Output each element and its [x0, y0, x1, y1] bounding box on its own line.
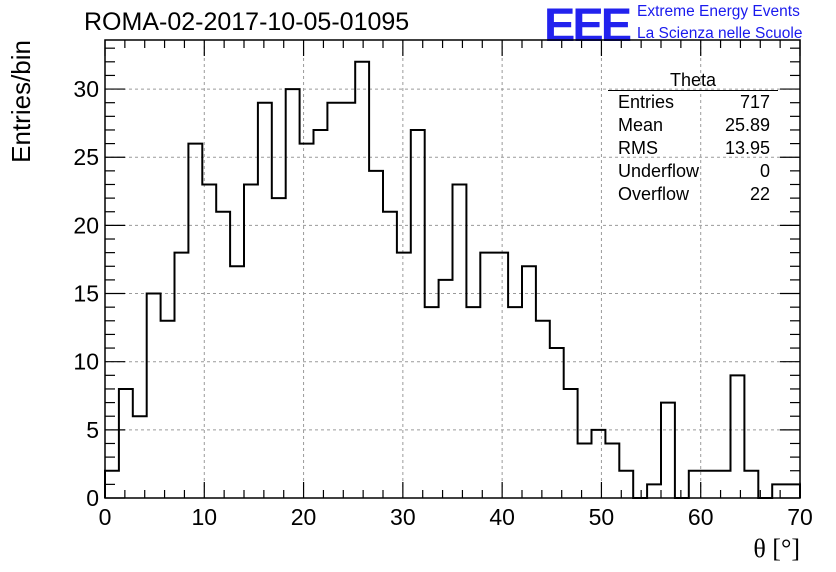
y-tick-label: 15: [73, 281, 99, 307]
stats-label: Overflow: [618, 184, 690, 204]
grid-lines: [105, 40, 800, 498]
eee-subtitle-2: La Scienza nelle Scuole: [637, 25, 803, 42]
stats-row-underflow: Underflow 0: [608, 160, 778, 183]
x-tick-label: 30: [390, 504, 416, 530]
y-axis-label: Entries/bin: [6, 40, 36, 163]
y-tick-label: 25: [73, 144, 99, 170]
stats-row-overflow: Overflow 22: [608, 183, 778, 206]
tick-labels: 0 10 20 30 40 50 60 70 0 5 10 15 20 25 30: [73, 76, 812, 530]
stats-value: 0: [759, 161, 770, 181]
stats-title: Theta: [608, 70, 778, 91]
histogram-outline: [104, 60, 801, 499]
stats-row-mean: Mean 25.89: [608, 114, 778, 137]
plot-frame: [104, 39, 801, 499]
stats-value: 13.95: [724, 138, 770, 158]
x-tick-label: 10: [191, 504, 217, 530]
y-tick-label: 0: [86, 485, 99, 511]
x-tick-label: 60: [688, 504, 714, 530]
x-tick-label: 70: [787, 504, 813, 530]
stats-value: 22: [749, 184, 770, 204]
stats-row-rms: RMS 13.95: [608, 137, 778, 160]
stats-rows: Entries 717 Mean 25.89 RMS 13.95 Underflow 0 Ove…: [608, 91, 778, 206]
x-axis-label: θ [°]: [753, 534, 800, 563]
stats-value: 717: [739, 92, 770, 112]
axis-ticks: [104, 40, 801, 499]
eee-logo: EEE: [544, 0, 632, 51]
y-tick-label: 10: [73, 349, 99, 375]
x-tick-label: 40: [489, 504, 515, 530]
y-tick-label: 30: [73, 76, 99, 102]
y-tick-label: 20: [73, 212, 99, 238]
stats-label: Underflow: [618, 161, 700, 181]
stats-row-entries: Entries 717: [608, 91, 778, 114]
eee-subtitle-1: Extreme Energy Events: [637, 3, 800, 20]
stats-value: 25.89: [724, 115, 770, 135]
stats-box: Theta Entries 717 Mean 25.89 RMS 13.95 Underfl…: [608, 70, 778, 206]
stats-label: Entries: [618, 92, 675, 112]
stats-label: RMS: [618, 138, 658, 158]
run-title: ROMA-02-2017-10-05-01095: [84, 8, 410, 36]
x-tick-label: 20: [291, 504, 317, 530]
x-tick-label: 0: [99, 504, 112, 530]
stats-label: Mean: [618, 115, 664, 135]
x-tick-label: 50: [589, 504, 615, 530]
y-tick-label: 5: [86, 417, 99, 443]
